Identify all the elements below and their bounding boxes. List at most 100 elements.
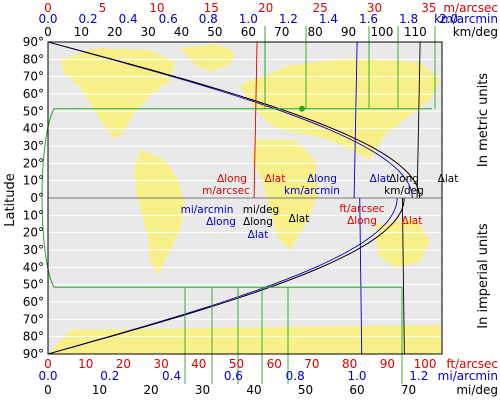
- curve-metric-dlat-red: [253, 41, 258, 199]
- top-tick-black-4: 40: [174, 25, 189, 39]
- top-tick-black-9: 90: [341, 25, 356, 39]
- annotation-metric-4: Δlong: [307, 173, 337, 185]
- annotation-imperial-9: Δlat: [402, 215, 423, 227]
- bottom-tick-black-7: 70: [401, 383, 416, 397]
- bottom-tick-red-2: 20: [116, 357, 131, 371]
- top-tick-red-4: 20: [258, 1, 273, 15]
- top-unit-black: km/deg: [453, 25, 498, 39]
- example-connector: [41, 108, 55, 288]
- top-tick-blue-9: 1.8: [399, 12, 418, 26]
- top-tick-black-2: 20: [107, 25, 122, 39]
- top-tick-black-3: 30: [141, 25, 156, 39]
- y-axis-label: Latitude: [3, 173, 18, 227]
- top-tick-black-10: 100: [370, 25, 393, 39]
- bottom-tick-red-4: 40: [191, 357, 206, 371]
- lat-tick-top-60: 60°: [23, 87, 44, 101]
- lat-tick-bottom-20: 20°: [23, 226, 44, 240]
- top-tick-blue-5: 1.0: [239, 12, 258, 26]
- lat-tick-top-90: 90°: [23, 35, 44, 49]
- lat-tick-top-10: 10°: [23, 174, 44, 188]
- annotation-imperial-8: Δlong: [347, 215, 377, 227]
- curve-metric-dlat-blue: [353, 41, 358, 199]
- bottom-tick-red-7: 70: [304, 357, 319, 371]
- bottom-tick-red-9: 90: [380, 357, 395, 371]
- top-tick-red-1: 5: [99, 1, 107, 15]
- bottom-tick-blue-3: 0.6: [224, 369, 243, 383]
- top-tick-blue-0: 0.0: [38, 12, 57, 26]
- annotation-metric-6: Δlat: [370, 173, 391, 185]
- top-tick-blue-4: 0.8: [199, 12, 218, 26]
- top-tick-black-5: 50: [207, 25, 222, 39]
- lat-tick-top-80: 80°: [23, 52, 44, 66]
- lat-tick-top-0: 0°: [30, 191, 44, 205]
- top-tick-blue-10: 2.0: [439, 12, 458, 26]
- annotation-imperial-2: Δlong: [206, 216, 236, 228]
- plot-frame: [47, 41, 443, 355]
- annotation-imperial-7: ft/arcsec: [339, 203, 384, 215]
- annotation-metric-5: km/arcmin: [284, 185, 340, 197]
- top-tick-black-1: 10: [74, 25, 89, 39]
- top-tick-blue-2: 0.4: [119, 12, 138, 26]
- lat-tick-bottom-90: 90°: [23, 347, 44, 361]
- bottom-tick-red-8: 80: [342, 357, 357, 371]
- bottom-tick-red-1: 10: [78, 357, 93, 371]
- gridlines: [48, 58, 442, 338]
- lat-tick-top-30: 30°: [23, 139, 44, 153]
- bottom-tick-black-4: 40: [246, 383, 261, 397]
- lat-tick-bottom-40: 40°: [23, 260, 44, 274]
- top-unit-blue: km/arcmin: [434, 12, 498, 26]
- bottom-tick-red-10: 100: [414, 357, 437, 371]
- annotation-metric-9: Δlat: [438, 173, 459, 185]
- top-tick-red-0: 0: [44, 1, 52, 15]
- lat-tick-top-70: 70°: [23, 70, 44, 84]
- lat-tick-bottom-80: 80°: [23, 330, 44, 344]
- annotation-metric-8: km/deg: [384, 185, 424, 197]
- lat-tick-bottom-60: 60°: [23, 295, 44, 309]
- curves: [47, 41, 421, 355]
- labels: Latitude In metric units In imperial units…: [3, 73, 491, 329]
- bottom-tick-red-5: 50: [229, 357, 244, 371]
- right-label-metric: In metric units: [476, 73, 491, 167]
- bottom-tick-blue-0: 0.0: [38, 369, 57, 383]
- lat-tick-bottom-70: 70°: [23, 312, 44, 326]
- bottom-tick-blue-2: 0.4: [162, 369, 181, 383]
- top-tick-black-8: 80: [307, 25, 322, 39]
- landmass-3: [134, 150, 185, 275]
- bottom-unit-blue: mi/arcmin: [438, 369, 498, 383]
- bottom-tick-black-1: 10: [92, 383, 107, 397]
- bottom-unit-black: mi/deg: [456, 383, 498, 397]
- curve-metric-dlat-black: [416, 41, 421, 199]
- top-tick-black-0: 0: [44, 25, 52, 39]
- right-label-imperial: In imperial units: [476, 223, 491, 329]
- top-tick-blue-6: 1.2: [279, 12, 298, 26]
- example-point: [299, 105, 305, 112]
- axes: 0 5 10 15 20 25 30 35 m/arcsec 0.0 0.2 0.4 0.6 0.8 1.0…: [23, 1, 498, 397]
- top-tick-blue-7: 1.4: [319, 12, 338, 26]
- bottom-tick-black-6: 60: [349, 383, 364, 397]
- landmass-2: [180, 44, 235, 72]
- bottom-tick-red-3: 30: [153, 357, 168, 371]
- annotation-imperial-6: Δlat: [289, 213, 310, 225]
- top-tick-blue-8: 1.6: [359, 12, 378, 26]
- landmass-5: [252, 140, 318, 250]
- curve-imperial-dlat-blue: [359, 197, 363, 355]
- lat-tick-bottom-30: 30°: [23, 243, 44, 257]
- top-tick-blue-1: 0.2: [79, 12, 98, 26]
- bottom-tick-red-6: 60: [267, 357, 282, 371]
- curve-imperial-dlat-black: [401, 197, 405, 355]
- top-tick-black-11: 110: [404, 25, 427, 39]
- top-tick-blue-3: 0.6: [159, 12, 178, 26]
- annotation-imperial-5: Δlat: [248, 229, 269, 241]
- top-unit-red: m/arcsec: [443, 1, 498, 15]
- top-tick-red-6: 30: [367, 1, 382, 15]
- lat-tick-top-50: 50°: [23, 104, 44, 118]
- bottom-tick-blue-5: 1.0: [347, 369, 366, 383]
- lat-tick-bottom-10: 10°: [23, 208, 44, 222]
- top-tick-red-7: 35: [421, 1, 436, 15]
- example-lines: [41, 26, 436, 384]
- bottom-tick-blue-1: 0.2: [100, 369, 119, 383]
- lat-tick-top-40: 40°: [23, 122, 44, 136]
- curve-metric-dlong-black: [47, 41, 421, 199]
- annotation-metric-1: Δlong: [217, 173, 247, 185]
